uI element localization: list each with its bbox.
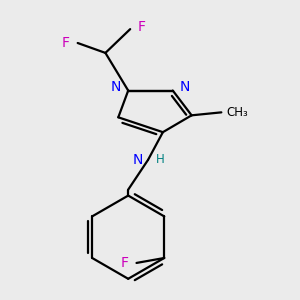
Text: N: N — [180, 80, 190, 94]
Text: N: N — [111, 80, 121, 94]
Text: N: N — [133, 153, 143, 167]
Text: F: F — [121, 256, 129, 270]
Text: F: F — [138, 20, 146, 34]
Text: F: F — [62, 36, 70, 50]
Text: CH₃: CH₃ — [226, 106, 248, 119]
Text: H: H — [156, 153, 165, 167]
